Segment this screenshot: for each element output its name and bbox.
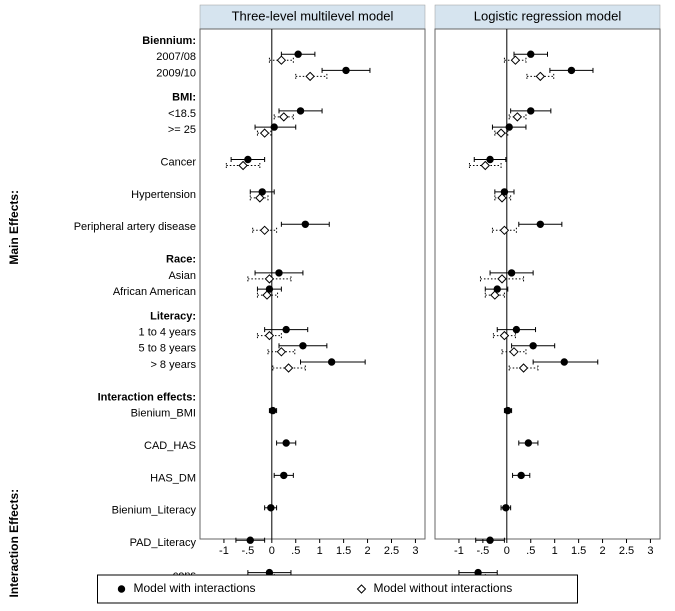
tick-label: 1.5 — [571, 545, 586, 557]
tick-label: 2 — [599, 545, 605, 557]
row-label-bienn_hdr: Biennium: — [142, 35, 196, 47]
marker-diamond-logit-without-bmi_lt — [513, 113, 521, 121]
row-label-bmi_lt: <18.5 — [168, 108, 196, 120]
marker-circle-mlm-with-cad_has — [283, 440, 289, 446]
marker-circle-mlm-with-bmi_ge — [271, 124, 277, 130]
row-label-pad: Peripheral artery disease — [74, 221, 196, 233]
marker-diamond-mlm-without-lit_8p — [285, 364, 293, 372]
marker-circle-mlm-with-race_as — [276, 270, 282, 276]
marker-circle-mlm-with-bien_lit — [268, 505, 274, 511]
marker-circle-logit-with-has_dm — [518, 472, 524, 478]
row-label-lit_5_8: 5 to 8 years — [139, 343, 197, 355]
marker-diamond-logit-without-lit_5_8 — [510, 348, 518, 356]
tick-label: 1.5 — [336, 545, 351, 557]
marker-circle-mlm-with-bienn_09 — [343, 67, 349, 73]
tick-label: 0 — [504, 545, 510, 557]
marker-circle-mlm-with-lit_5_8 — [300, 343, 306, 349]
marker-diamond-mlm-without-bmi_ge — [261, 129, 269, 137]
marker-circle-mlm-with-pad — [302, 221, 308, 227]
tick-label: .5 — [291, 545, 300, 557]
row-label-bienn_07: 2007/08 — [156, 51, 196, 63]
marker-circle-mlm-with-has_dm — [281, 472, 287, 478]
marker-circle-logit-with-lit_5_8 — [530, 343, 536, 349]
row-label-lit_hdr: Literacy: — [150, 310, 196, 322]
marker-circle-mlm-with-lit_8p — [328, 359, 334, 365]
section-label: Interaction Effects: — [7, 489, 21, 598]
marker-diamond-logit-without-bienn_09 — [536, 72, 544, 80]
marker-circle-logit-with-cad_has — [525, 440, 531, 446]
marker-circle-mlm-with-cancer — [245, 156, 251, 162]
marker-circle-logit-with-bienn_09 — [568, 67, 574, 73]
marker-diamond-logit-without-bmi_ge — [497, 129, 505, 137]
row-label-race_hdr: Race: — [166, 254, 196, 266]
row-label-lit_8p: > 8 years — [150, 359, 196, 371]
marker-diamond-mlm-without-bmi_lt — [280, 113, 288, 121]
marker-circle-mlm-with-bmi_lt — [297, 108, 303, 114]
marker-circle-legend-with — [118, 586, 124, 592]
tick-label: -1 — [219, 545, 229, 557]
forest-plot-svg: Three-level multilevel model-1-.50.511.5… — [0, 0, 675, 611]
tick-label: -.5 — [476, 545, 489, 557]
tick-label: 1 — [552, 545, 558, 557]
marker-diamond-mlm-without-cancer — [239, 162, 247, 170]
marker-circle-logit-with-bienn_07 — [528, 51, 534, 57]
row-label-race_aa: African American — [113, 286, 196, 298]
tick-label: 3 — [647, 545, 653, 557]
row-label-int_hdr: Interaction effects: — [98, 391, 196, 403]
row-label-cancer: Cancer — [161, 156, 197, 168]
marker-circle-logit-with-bmi_ge — [506, 124, 512, 130]
panel-title-mlm: Three-level multilevel model — [232, 8, 394, 23]
marker-circle-logit-with-lit_1_4 — [513, 326, 519, 332]
tick-label: 0 — [269, 545, 275, 557]
row-label-bien_bmi: Bienium_BMI — [131, 408, 196, 420]
row-label-pad_lit: PAD_Literacy — [130, 537, 197, 549]
tick-label: 3 — [412, 545, 418, 557]
section-label: Main Effects: — [7, 190, 21, 265]
row-label-race_as: Asian — [168, 270, 196, 282]
row-label-has_dm: HAS_DM — [150, 472, 196, 484]
marker-circle-logit-with-pad — [537, 221, 543, 227]
marker-diamond-mlm-without-bienn_09 — [306, 72, 314, 80]
marker-diamond-logit-without-race_as — [498, 275, 506, 283]
marker-circle-logit-with-race_as — [508, 270, 514, 276]
tick-label: 2.5 — [384, 545, 399, 557]
tick-label: 1 — [317, 545, 323, 557]
marker-circle-mlm-with-pad_lit — [247, 537, 253, 543]
legend-label-without: Model without interactions — [374, 581, 513, 595]
marker-diamond-logit-without-bienn_07 — [511, 56, 519, 64]
panel-border-logit — [435, 29, 660, 539]
row-label-bienn_09: 2009/10 — [156, 67, 196, 79]
marker-circle-mlm-with-bienn_07 — [295, 51, 301, 57]
row-label-bien_lit: Bienium_Literacy — [112, 505, 197, 517]
marker-diamond-mlm-without-pad — [261, 226, 269, 234]
panel-border-mlm — [200, 29, 425, 539]
marker-circle-logit-with-lit_8p — [561, 359, 567, 365]
marker-circle-logit-with-bien_lit — [503, 505, 509, 511]
marker-circle-mlm-with-lit_1_4 — [283, 326, 289, 332]
marker-circle-logit-with-pad_lit — [487, 537, 493, 543]
row-label-bmi_ge: >= 25 — [168, 124, 196, 136]
marker-diamond-logit-without-cancer — [481, 162, 489, 170]
marker-circle-logit-with-bmi_lt — [528, 108, 534, 114]
marker-diamond-mlm-without-lit_5_8 — [277, 348, 285, 356]
tick-label: 2 — [364, 545, 370, 557]
marker-circle-logit-with-cancer — [487, 156, 493, 162]
row-label-cad_has: CAD_HAS — [144, 440, 196, 452]
tick-label: .5 — [526, 545, 535, 557]
tick-label: -.5 — [241, 545, 254, 557]
forest-plot-figure: Three-level multilevel model-1-.50.511.5… — [0, 0, 675, 611]
tick-label: -1 — [454, 545, 464, 557]
panel-title-logit: Logistic regression model — [474, 8, 622, 23]
marker-circle-logit-with-bien_bmi — [505, 407, 511, 413]
marker-circle-mlm-with-bien_bmi — [270, 407, 276, 413]
row-label-bmi_hdr: BMI: — [172, 92, 196, 104]
marker-diamond-mlm-without-bienn_07 — [277, 56, 285, 64]
legend-label-with: Model with interactions — [134, 581, 256, 595]
tick-label: 2.5 — [619, 545, 634, 557]
marker-diamond-logit-without-lit_8p — [520, 364, 528, 372]
row-label-lit_1_4: 1 to 4 years — [139, 327, 197, 339]
row-label-htn: Hypertension — [131, 189, 196, 201]
